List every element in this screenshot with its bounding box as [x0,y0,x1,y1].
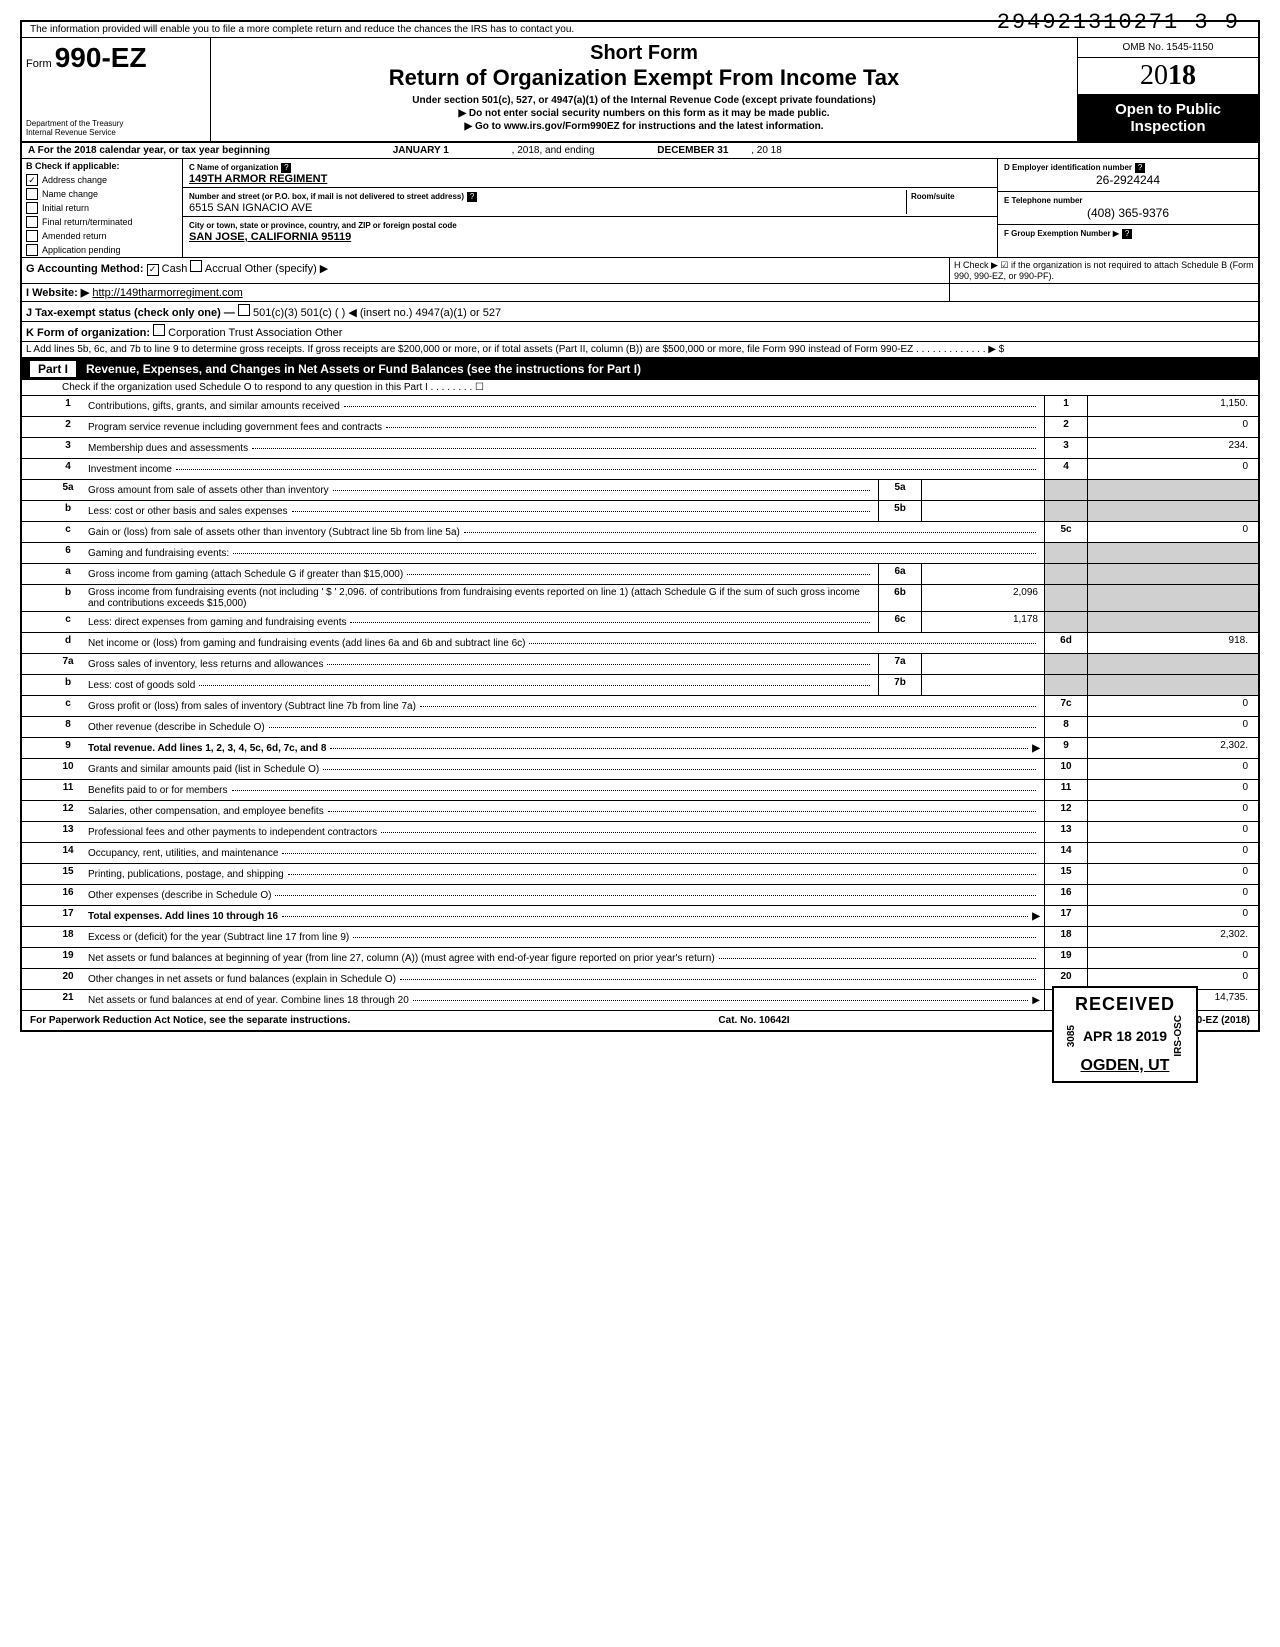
line-13: 13Professional fees and other payments t… [22,822,1258,843]
line-1: 1Contributions, gifts, grants, and simil… [22,396,1258,417]
website: http://149tharmorregiment.com [92,287,242,299]
city: SAN JOSE, CALIFORNIA 95119 [189,231,351,243]
form-number: Form 990-EZ [26,42,206,74]
c-label: C Name of organization [189,163,278,172]
subtitle-1: Under section 501(c), 527, or 4947(a)(1)… [219,95,1069,106]
street: 6515 SAN IGNACIO AVE [189,202,312,214]
tax-year: 20201818 [1078,58,1258,95]
line-l: L Add lines 5b, 6c, and 7b to line 9 to … [22,342,1258,358]
form-lines: RECEIVED 3085 APR 18 2019 IRS-OSC OGDEN,… [22,396,1258,1011]
line-10: 10Grants and similar amounts paid (list … [22,759,1258,780]
line-2: 2Program service revenue including gover… [22,417,1258,438]
check-amended-return[interactable]: Amended return [22,229,182,243]
org-name: 149TH ARMOR REGIMENT [189,173,327,185]
stamp-code: 3085 [1066,1025,1077,1047]
line-3: 3Membership dues and assessments3234. [22,438,1258,459]
footer-left: For Paperwork Reduction Act Notice, see … [30,1015,350,1026]
subtitle-2: ▶ Do not enter social security numbers o… [219,108,1069,119]
part-1-header: Part I Revenue, Expenses, and Changes in… [22,358,1258,380]
help-icon[interactable]: ? [1135,163,1145,173]
form-prefix: Form [26,58,52,70]
line-18: 18Excess or (deficit) for the year (Subt… [22,927,1258,948]
501c3-checkbox[interactable] [238,304,250,316]
line-17: 17Total expenses. Add lines 10 through 1… [22,906,1258,927]
stamp-received: RECEIVED [1066,994,1184,1015]
check-address-change[interactable]: ✓Address change [22,173,182,187]
check-initial-return[interactable]: Initial return [22,201,182,215]
line-14: 14Occupancy, rent, utilities, and mainte… [22,843,1258,864]
form-no: 990-EZ [55,42,147,73]
received-stamp: RECEIVED 3085 APR 18 2019 IRS-OSC OGDEN,… [1052,986,1198,1083]
line-11: 11Benefits paid to or for members110 [22,780,1258,801]
room-label: Room/suite [911,192,955,201]
stamp-office: IRS-OSC [1173,1015,1184,1057]
line-a: aGross income from gaming (attach Schedu… [22,564,1258,585]
line-8: 8Other revenue (describe in Schedule O)8… [22,717,1258,738]
title-short-form: Short Form [219,42,1069,65]
line-b: bLess: cost of goods sold7b [22,675,1258,696]
part1-check-note: Check if the organization used Schedule … [22,380,1258,396]
line-12: 12Salaries, other compensation, and empl… [22,801,1258,822]
stamp-date: APR 18 2019 [1083,1028,1167,1044]
line-19: 19Net assets or fund balances at beginni… [22,948,1258,969]
line-5a: 5aGross amount from sale of assets other… [22,480,1258,501]
line-i: I Website: ▶ http://149tharmorregiment.c… [22,284,1258,302]
line-15: 15Printing, publications, postage, and s… [22,864,1258,885]
document-number: 294921310271 3 9 [997,10,1240,35]
h-note: H Check ▶ ☑ if the organization is not r… [954,260,1254,281]
line-4: 4Investment income40 [22,459,1258,480]
line-c: cLess: direct expenses from gaming and f… [22,612,1258,633]
ein: 26-2924244 [1004,173,1252,187]
corp-checkbox[interactable] [153,324,165,336]
street-label: Number and street (or P.O. box, if mail … [189,192,464,201]
omb-number: OMB No. 1545-1150 [1078,38,1258,58]
section-b-c-d-e-f: B Check if applicable: ✓Address changeNa… [22,159,1258,258]
subtitle-3: ▶ Go to www.irs.gov/Form990EZ for instru… [219,121,1069,132]
line-9: 9Total revenue. Add lines 1, 2, 3, 4, 5c… [22,738,1258,759]
line-c: cGross profit or (loss) from sales of in… [22,696,1258,717]
help-icon[interactable]: ? [467,192,477,202]
check-name-change[interactable]: Name change [22,187,182,201]
b-label: B Check if applicable: [22,159,182,173]
accrual-checkbox[interactable] [190,260,202,272]
title-return: Return of Organization Exempt From Incom… [219,65,1069,91]
line-j: J Tax-exempt status (check only one) — 5… [22,302,1258,322]
cash-checkbox[interactable]: ✓ [147,264,159,276]
city-label: City or town, state or province, country… [189,221,457,230]
form-header: Form 990-EZ Department of the Treasury I… [22,38,1258,143]
e-label: E Telephone number [1004,196,1083,205]
line-7a: 7aGross sales of inventory, less returns… [22,654,1258,675]
line-d: dNet income or (loss) from gaming and fu… [22,633,1258,654]
line-b: bLess: cost or other basis and sales exp… [22,501,1258,522]
line-k: K Form of organization: Corporation Trus… [22,322,1258,342]
stamp-location: OGDEN, UT [1066,1057,1184,1075]
line-a: A For the 2018 calendar year, or tax yea… [22,143,1258,159]
open-to-public: Open to Public Inspection [1078,95,1258,141]
help-icon[interactable]: ? [1122,229,1132,239]
help-icon[interactable]: ? [281,163,291,173]
f-label: F Group Exemption Number ▶ [1004,229,1119,238]
phone: (408) 365-9376 [1004,206,1252,220]
check-final-return-terminated[interactable]: Final return/terminated [22,215,182,229]
form-990ez: The information provided will enable you… [20,20,1260,1032]
d-label: D Employer identification number [1004,163,1132,172]
check-application-pending[interactable]: Application pending [22,243,182,257]
footer-cat: Cat. No. 10642I [718,1015,789,1026]
line-b: bGross income from fundraising events (n… [22,585,1258,612]
line-g-h: G Accounting Method: ✓ Cash Accrual Othe… [22,258,1258,284]
department: Department of the Treasury Internal Reve… [26,119,206,137]
line-16: 16Other expenses (describe in Schedule O… [22,885,1258,906]
line-6: 6Gaming and fundraising events: [22,543,1258,564]
line-c: cGain or (loss) from sale of assets othe… [22,522,1258,543]
